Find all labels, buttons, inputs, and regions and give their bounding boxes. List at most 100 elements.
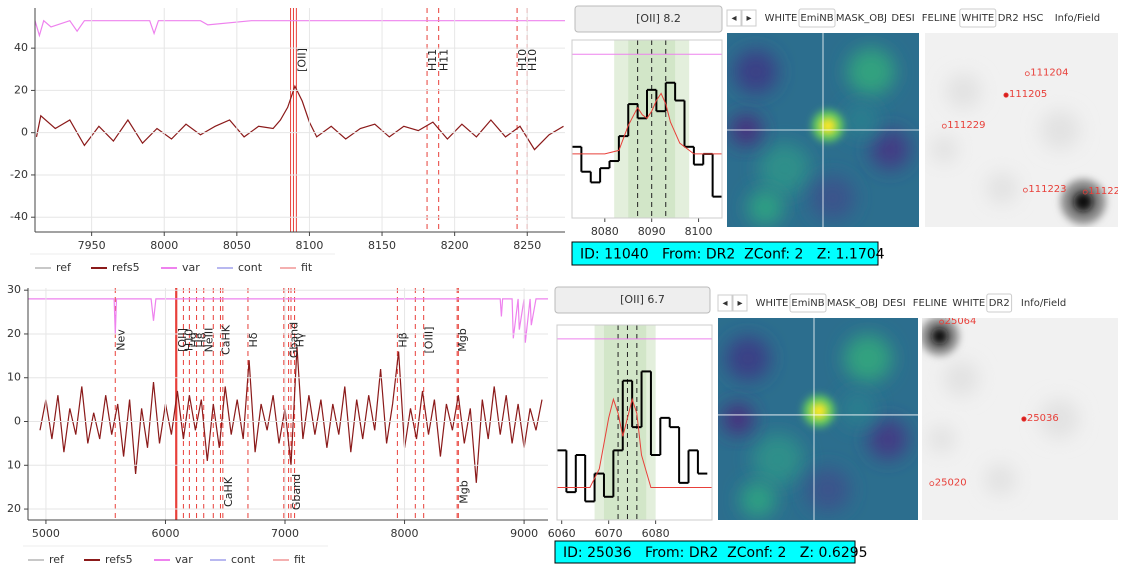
nav-button[interactable] xyxy=(717,294,733,312)
image-blob xyxy=(843,102,880,139)
tab[interactable]: DESI xyxy=(882,298,905,309)
source-label[interactable]: 25020 xyxy=(935,478,967,489)
tab[interactable]: FELINE xyxy=(922,13,956,24)
zoom-title-button[interactable] xyxy=(554,286,711,314)
x-tick-label: 8050 xyxy=(223,239,251,252)
legend-label[interactable]: refs5 xyxy=(105,553,133,566)
legend-label[interactable]: fit xyxy=(301,261,313,274)
spectrum-refs5 xyxy=(35,84,564,151)
x-tick-label: 8200 xyxy=(441,239,469,252)
line-label: H10 xyxy=(516,49,529,71)
tab[interactable]: WHITE xyxy=(756,298,789,309)
source-label[interactable]: 25064 xyxy=(945,316,977,327)
nav-button[interactable] xyxy=(732,294,748,312)
image-blob xyxy=(733,49,778,94)
tab[interactable]: DR2 xyxy=(989,298,1010,309)
tab[interactable]: Info/Field xyxy=(1021,298,1066,309)
tab[interactable]: WHITE xyxy=(765,13,798,24)
legend-label[interactable]: refs5 xyxy=(112,261,140,274)
source-label[interactable]: 25036 xyxy=(1027,413,1059,424)
x-tick-label: 6060 xyxy=(548,527,576,540)
tab[interactable]: DR2 xyxy=(998,13,1019,24)
id-bar xyxy=(571,241,879,266)
line-label: Mgb xyxy=(457,480,470,503)
line-label: H10 xyxy=(182,329,195,351)
field-image: 111204 111205 111229 111223 111224 xyxy=(925,33,1122,227)
fit-window xyxy=(603,325,647,520)
nav-arrow[interactable]: ▸ xyxy=(746,13,751,24)
legend-label[interactable]: ref xyxy=(56,261,72,274)
id-text: ID: 11040 From: DR2 ZConf: 2 Z: 1.1704 xyxy=(580,247,885,263)
source-marker[interactable] xyxy=(929,481,935,487)
tab-active[interactable] xyxy=(986,293,1013,313)
source-marker[interactable] xyxy=(1003,92,1009,98)
tab-active[interactable] xyxy=(789,293,827,313)
image-blob xyxy=(844,334,892,383)
line-label: CaHK xyxy=(222,476,235,507)
nav-arrow[interactable]: ◂ xyxy=(731,13,736,24)
nav-arrow[interactable]: ◂ xyxy=(722,298,727,309)
tab[interactable]: MASK_OBJ xyxy=(836,13,887,24)
image-blob xyxy=(740,481,776,518)
legend-label[interactable]: var xyxy=(175,553,193,566)
legend-label[interactable]: ref xyxy=(49,553,65,566)
id-text: ID: 25036 From: DR2 ZConf: 2 Z: 0.6295 xyxy=(563,545,868,561)
tab[interactable]: WHITE xyxy=(952,298,985,309)
source-label[interactable]: 111223 xyxy=(1028,184,1066,195)
source-label[interactable]: 111229 xyxy=(947,120,985,131)
source-marker[interactable] xyxy=(1022,187,1028,193)
legend-label[interactable]: cont xyxy=(238,261,263,274)
y-tick-label: -40 xyxy=(10,210,28,223)
x-tick-label: 8000 xyxy=(150,239,178,252)
image-blob xyxy=(726,336,770,381)
x-tick-label: 8150 xyxy=(368,239,396,252)
tab[interactable]: WHITE xyxy=(961,13,994,24)
source-label[interactable]: 111204 xyxy=(1030,68,1068,79)
y-tick-label: 0 xyxy=(21,126,28,139)
line-label: NeIII xyxy=(203,328,216,353)
nav-button[interactable] xyxy=(741,9,757,27)
zoom-title-button[interactable] xyxy=(574,5,723,33)
source-label[interactable]: 111205 xyxy=(1009,89,1047,100)
plot-area xyxy=(572,40,722,218)
line-label: H11 xyxy=(426,49,439,71)
tab[interactable]: Info/Field xyxy=(1055,13,1100,24)
y-tick-label: 10 xyxy=(7,371,21,384)
source-marker[interactable] xyxy=(1021,416,1027,422)
source-marker[interactable] xyxy=(1024,71,1030,77)
image-blob xyxy=(747,189,784,226)
source-marker[interactable] xyxy=(939,319,944,325)
image-blob xyxy=(847,47,895,96)
tab[interactable]: EmiNB xyxy=(791,298,824,309)
id-bar xyxy=(554,540,856,564)
nav-button[interactable] xyxy=(726,9,742,27)
line-label: H10 xyxy=(526,49,539,71)
source-marker[interactable] xyxy=(941,123,947,129)
line-label: Hγ xyxy=(294,332,307,347)
image-source-core xyxy=(811,402,827,419)
source-label[interactable]: 111224 xyxy=(1088,186,1122,197)
tab-active[interactable] xyxy=(798,8,836,28)
legend-label[interactable]: var xyxy=(182,261,200,274)
tab-active[interactable] xyxy=(959,8,997,28)
tab[interactable]: MASK_OBJ xyxy=(827,298,878,309)
tab[interactable]: FELINE xyxy=(913,298,947,309)
image-noise xyxy=(1039,399,1080,439)
x-tick-label: 8250 xyxy=(513,239,541,252)
x-tick-label: 6080 xyxy=(642,527,670,540)
image-blob xyxy=(810,175,855,220)
tab[interactable]: HSC xyxy=(1023,13,1044,24)
x-tick-label: 8080 xyxy=(591,225,619,238)
legend-label[interactable]: fit xyxy=(294,553,306,566)
x-tick-label: 5000 xyxy=(32,527,60,540)
tab[interactable]: EmiNB xyxy=(800,13,833,24)
x-tick-label: 8100 xyxy=(685,225,713,238)
y-tick-label: -20 xyxy=(10,168,28,181)
image-source-core xyxy=(820,118,836,134)
legend-label[interactable]: cont xyxy=(231,553,256,566)
nav-arrow[interactable]: ▸ xyxy=(737,298,742,309)
source-marker[interactable] xyxy=(1082,189,1088,195)
line-label: [OII] xyxy=(295,48,308,72)
tab[interactable]: DESI xyxy=(891,13,914,24)
